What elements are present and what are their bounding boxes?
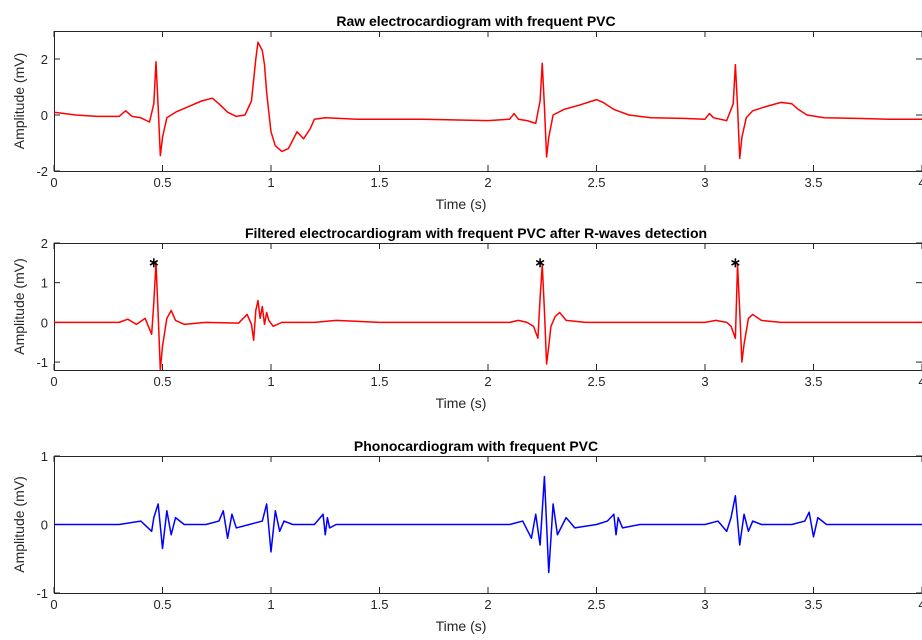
chart-1-plot-area — [54, 41, 922, 160]
chart-1-series-line — [54, 41, 922, 160]
chart-1-ylabel: Amplitude (mV) — [11, 53, 27, 149]
chart-2-ytick-label: 1 — [41, 276, 48, 291]
chart-3-plot-area — [54, 475, 922, 574]
chart-3-xtick-label: 1.5 — [370, 597, 388, 612]
chart-2-title: Filtered electrocardiogram with frequent… — [245, 225, 707, 241]
chart-2-marker-stroke — [731, 259, 740, 266]
chart-2-xtick-label: 4 — [918, 374, 922, 389]
chart-3-xtick-label: 0 — [50, 597, 57, 612]
chart-2-axes-box — [54, 243, 922, 371]
chart-3-xtick-label: 4 — [918, 597, 922, 612]
chart-1-xtick-label: 2 — [484, 175, 491, 190]
chart-2-xtick-label: 1 — [267, 374, 274, 389]
chart-1-xtick-label: 2.5 — [587, 175, 605, 190]
chart-3-xtick-label: 0.5 — [153, 597, 171, 612]
chart-1-axes-box — [54, 31, 922, 172]
chart-1-xtick-label: 0 — [50, 175, 57, 190]
chart-3-ytick-label: 1 — [41, 449, 48, 464]
chart-2-xtick-label: 0.5 — [153, 374, 171, 389]
chart-2-marker-stroke — [149, 259, 159, 266]
chart-2-ylabel: Amplitude (mV) — [11, 258, 27, 354]
chart-1-xtick-label: 0.5 — [153, 175, 171, 190]
chart-3-xtick-label: 3.5 — [804, 597, 822, 612]
chart-3-xtick-label: 2.5 — [587, 597, 605, 612]
chart-3-ytick-label: 0 — [41, 518, 48, 533]
chart-2-xtick-label: 2 — [484, 374, 491, 389]
chart-1-ytick-label: 2 — [41, 52, 48, 67]
chart-2-xtick-label: 0 — [50, 374, 57, 389]
chart-1-xlabel: Time (s) — [436, 196, 487, 212]
chart-2-xtick-label: 1.5 — [370, 374, 388, 389]
chart-1-xtick-label: 1.5 — [370, 175, 388, 190]
chart-2-xtick-label: 2.5 — [587, 374, 605, 389]
chart-2-r-wave-marker — [731, 258, 740, 268]
chart-2-plot-area — [54, 262, 922, 370]
chart-2-xlabel: Time (s) — [436, 395, 487, 411]
chart-3-xlabel: Time (s) — [436, 618, 487, 634]
chart-2-xtick-label: 3 — [701, 374, 708, 389]
chart-2-marker-stroke — [535, 259, 545, 266]
chart-2-r-wave-marker — [535, 258, 545, 268]
chart-2-ytick-label: 2 — [41, 236, 48, 251]
chart-3-ytick-label: -1 — [36, 586, 48, 601]
chart-3-series-line — [54, 475, 922, 574]
chart-1-xtick-label: 1 — [267, 175, 274, 190]
chart-1-title: Raw electrocardiogram with frequent PVC — [336, 13, 615, 29]
chart-2-r-wave-marker — [149, 258, 159, 268]
chart-2-ytick-label: -1 — [36, 355, 48, 370]
chart-3-xtick-label: 3 — [701, 597, 708, 612]
chart-1-xtick-label: 4 — [918, 175, 922, 190]
chart-1-ytick-label: 0 — [41, 108, 48, 123]
chart-2-ytick-label: 0 — [41, 315, 48, 330]
chart-1-xtick-label: 3 — [701, 175, 708, 190]
chart-1-ytick-label: -2 — [36, 164, 48, 179]
chart-3-xtick-label: 1 — [267, 597, 274, 612]
chart-2-xtick-label: 3.5 — [804, 374, 822, 389]
chart-3-title: Phonocardiogram with frequent PVC — [354, 438, 598, 454]
chart-1-xtick-label: 3.5 — [804, 175, 822, 190]
chart-2-series-line — [54, 262, 922, 370]
chart-3-ylabel: Amplitude (mV) — [11, 476, 27, 572]
chart-3-xtick-label: 2 — [484, 597, 491, 612]
